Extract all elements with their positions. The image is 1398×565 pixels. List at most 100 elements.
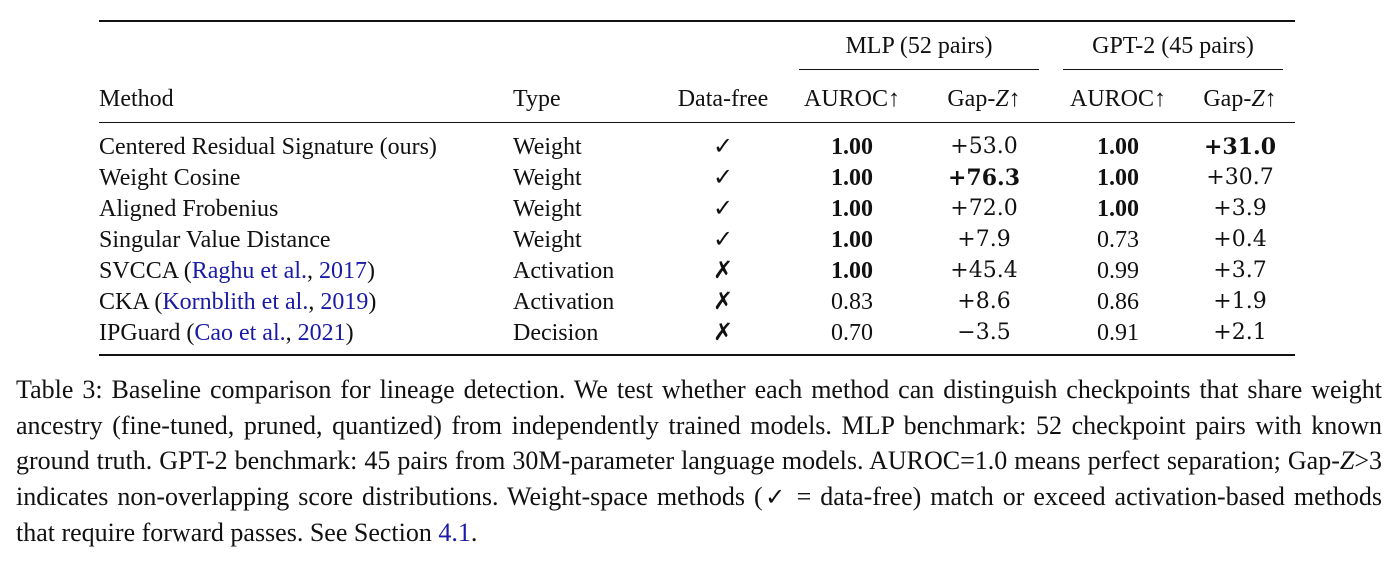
header-gpt2-gap-z: Gap-Z↑ xyxy=(1185,76,1295,123)
cell-gpt2-auroc: 0.73 xyxy=(1097,226,1139,253)
cell-mlp-gap-z: +72.0 xyxy=(950,195,1018,221)
citation-link[interactable]: Cao et al. xyxy=(194,319,286,346)
header-gap-z-var: Z xyxy=(995,86,1009,112)
cell-gpt2-gap-z: +3.9 xyxy=(1213,195,1267,221)
table-row: SVCCA (Raghu et al., 2017) Activation ✗ … xyxy=(99,255,1295,286)
citation-link[interactable]: Kornblith et al. xyxy=(162,288,309,315)
table-row: Centered Residual Signature (ours) Weigh… xyxy=(99,123,1295,163)
cell-mlp-gap-z: +7.9 xyxy=(957,226,1011,252)
caption-text: = data-free) match or exceed activation-… xyxy=(16,481,1382,548)
results-table-wrapper: MLP (52 pairs) GPT-2 (45 pairs) Method T… xyxy=(99,20,1295,356)
group-rule-mlp xyxy=(799,69,1039,70)
header-gap-arrow: ↑ xyxy=(1264,86,1277,112)
cell-gpt2-auroc: 0.86 xyxy=(1097,288,1139,315)
cell-mlp-auroc: 0.83 xyxy=(831,288,873,315)
cell-gpt2-gap-z: +1.9 xyxy=(1213,288,1267,314)
cross-mark-icon: ✗ xyxy=(712,318,734,346)
header-gpt2-auroc: AUROC↑ xyxy=(1069,86,1166,112)
baseline-comparison-table: MLP (52 pairs) GPT-2 (45 pairs) Method T… xyxy=(99,20,1295,356)
cell-type: Weight xyxy=(513,195,582,222)
empty-header-cell xyxy=(99,21,513,76)
citation-close: ) xyxy=(345,319,354,346)
cell-mlp-gap-z: −3.5 xyxy=(957,319,1011,345)
cell-data-free: ✓ xyxy=(659,224,787,255)
citation-year-link[interactable]: 2021 xyxy=(297,319,346,346)
cell-type: Weight xyxy=(513,226,582,253)
table-row: Weight Cosine Weight ✓ 1.00 +76.3 1.00 +… xyxy=(99,162,1295,193)
cell-mlp-auroc: 1.00 xyxy=(831,257,873,284)
cross-mark-icon: ✗ xyxy=(712,287,734,315)
cell-mlp-gap-z: +53.0 xyxy=(950,133,1018,159)
header-mlp-auroc: AUROC↑ xyxy=(803,86,900,112)
caption-text: . xyxy=(470,518,478,547)
cell-gpt2-auroc: 1.00 xyxy=(1097,195,1139,222)
header-gap-arrow: ↑ xyxy=(1008,86,1021,112)
cell-data-free: ✗ xyxy=(659,255,787,286)
cell-gpt2-auroc: 1.00 xyxy=(1097,133,1139,160)
table-caption: Table 3: Baseline comparison for lineage… xyxy=(16,372,1382,551)
cell-type: Decision xyxy=(513,319,599,346)
method-name: Aligned Frobenius xyxy=(99,195,279,222)
cell-type: Weight xyxy=(513,133,582,160)
cell-type: Weight xyxy=(513,164,582,191)
citation-comma: , xyxy=(285,319,298,346)
group-header-mlp: MLP (52 pairs) xyxy=(787,21,1051,76)
cell-mlp-gap-z: +8.6 xyxy=(957,288,1011,314)
header-data-free: Data-free xyxy=(677,86,769,112)
table-group-header-row: MLP (52 pairs) GPT-2 (45 pairs) xyxy=(99,21,1295,76)
cell-method: Aligned Frobenius xyxy=(99,193,513,224)
cross-mark-icon: ✗ xyxy=(712,256,734,284)
header-type: Type xyxy=(513,86,561,112)
cell-gpt2-gap-z: +30.7 xyxy=(1206,164,1274,190)
cell-mlp-auroc: 1.00 xyxy=(831,226,873,253)
check-mark-icon: ✓ xyxy=(712,163,734,191)
cell-type: Activation xyxy=(513,257,615,284)
cell-gpt2-gap-z: +2.1 xyxy=(1213,319,1267,345)
header-gap-z-var: Z xyxy=(1251,86,1265,112)
header-gap-prefix: Gap- xyxy=(1203,86,1252,112)
method-name: IPGuard ( xyxy=(99,319,195,346)
citation-close: ) xyxy=(368,288,377,315)
header-mlp-gap-z: Gap-Z↑ xyxy=(917,76,1051,123)
citation-year-link[interactable]: 2019 xyxy=(320,288,369,315)
empty-header-cell xyxy=(513,21,659,76)
group-header-gpt2: GPT-2 (45 pairs) xyxy=(1051,21,1295,76)
cell-gpt2-auroc: 0.99 xyxy=(1097,257,1139,284)
section-reference-link[interactable]: 4.1 xyxy=(438,518,471,547)
caption-z-var: Z xyxy=(1339,446,1355,475)
cell-data-free: ✓ xyxy=(659,193,787,224)
group-label-gpt2: GPT-2 (45 pairs) xyxy=(1092,33,1254,59)
cell-mlp-auroc: 1.00 xyxy=(831,195,873,222)
cell-method: IPGuard (Cao et al., 2021) xyxy=(99,317,513,355)
cell-mlp-gap-z: +45.4 xyxy=(950,257,1018,283)
header-method: Method xyxy=(99,86,174,112)
citation-year-link[interactable]: 2017 xyxy=(319,257,368,284)
citation-comma: , xyxy=(307,257,320,284)
cell-gpt2-gap-z: +0.4 xyxy=(1213,226,1267,252)
check-mark-icon: ✓ xyxy=(712,132,734,160)
cell-mlp-auroc: 1.00 xyxy=(831,164,873,191)
cell-method: Singular Value Distance xyxy=(99,224,513,255)
cell-data-free: ✓ xyxy=(659,123,787,163)
check-mark-icon: ✓ xyxy=(712,194,734,222)
table-row: Singular Value Distance Weight ✓ 1.00 +7… xyxy=(99,224,1295,255)
method-name: CKA ( xyxy=(99,288,163,315)
cell-data-free: ✗ xyxy=(659,286,787,317)
group-label-mlp: MLP (52 pairs) xyxy=(845,33,993,59)
table-body: Centered Residual Signature (ours) Weigh… xyxy=(99,123,1295,355)
cell-data-free: ✓ xyxy=(659,162,787,193)
cell-gpt2-gap-z: +31.0 xyxy=(1203,133,1276,160)
cell-type: Activation xyxy=(513,288,615,315)
method-name: Weight Cosine xyxy=(99,164,241,191)
caption-text: Table 3: Baseline comparison for lineage… xyxy=(16,375,1382,475)
table-row: CKA (Kornblith et al., 2019) Activation … xyxy=(99,286,1295,317)
cell-mlp-auroc: 0.70 xyxy=(831,319,873,346)
citation-link[interactable]: Raghu et al. xyxy=(191,257,308,284)
citation-close: ) xyxy=(367,257,376,284)
cell-method: SVCCA (Raghu et al., 2017) xyxy=(99,255,513,286)
cell-gpt2-auroc: 1.00 xyxy=(1097,164,1139,191)
table-row: Aligned Frobenius Weight ✓ 1.00 +72.0 1.… xyxy=(99,193,1295,224)
cell-method: Weight Cosine xyxy=(99,162,513,193)
header-gap-prefix: Gap- xyxy=(947,86,996,112)
cell-data-free: ✗ xyxy=(659,317,787,355)
